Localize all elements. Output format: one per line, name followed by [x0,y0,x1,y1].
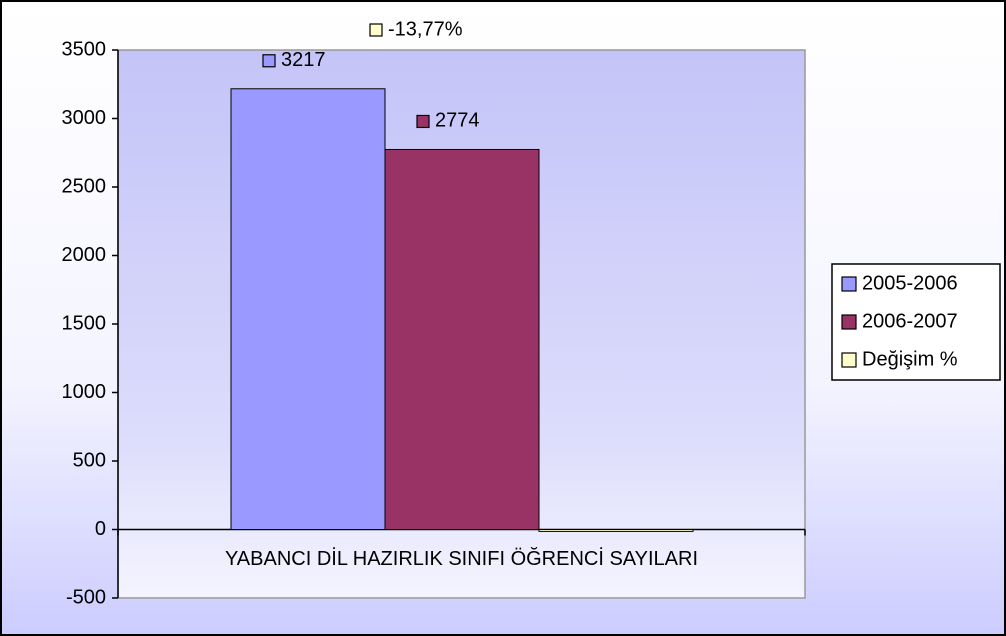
legend [831,263,1001,381]
y-tick-label: 2000 [62,244,107,266]
legend-label: 2006-2007 [862,310,958,332]
legend-key [841,352,857,368]
bar [384,148,540,530]
data-label: 3217 [281,49,326,71]
label-key [262,54,276,68]
y-tick-label: 3500 [62,38,107,60]
label-key [416,114,430,129]
y-tick-label: -500 [66,586,106,608]
data-label: -13,77% [388,18,463,40]
y-tick-label: 0 [95,518,106,540]
y-tick-label: 2500 [62,175,107,197]
label-key [369,23,383,37]
legend-key [841,314,857,330]
y-tick-label: 3000 [62,107,107,129]
legend-label: 2005-2006 [862,272,958,294]
x-tick-label: YABANCI DİL HAZIRLIK SINIFI ÖĞRENCİ SAYI… [225,547,698,570]
y-tick-label: 1000 [62,381,107,403]
data-label: 2774 [435,110,480,132]
y-tick-label: 500 [73,449,106,471]
legend-label: Değişim % [862,348,958,370]
bar [230,88,386,531]
y-tick-label: 1500 [62,312,107,334]
legend-key [841,276,857,292]
bar [538,529,694,532]
